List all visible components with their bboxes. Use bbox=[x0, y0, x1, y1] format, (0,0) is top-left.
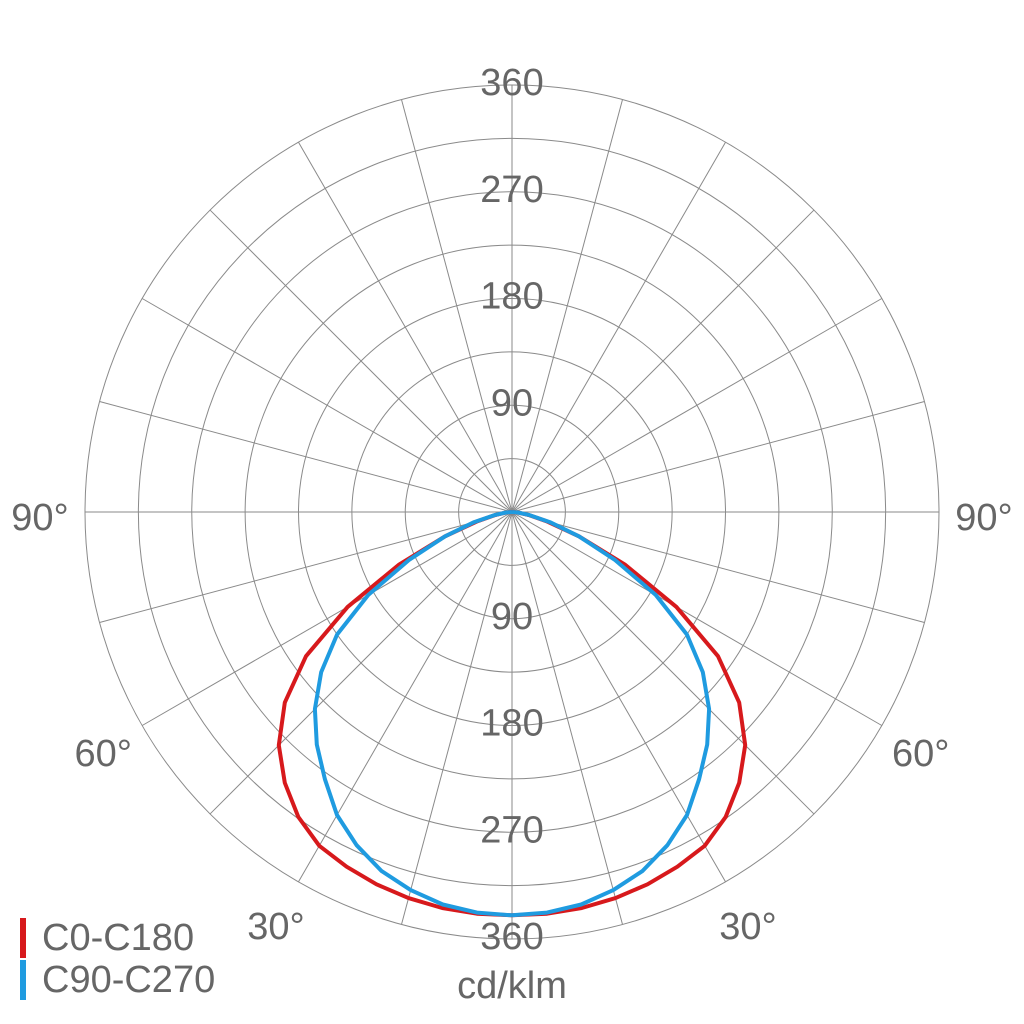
theta-tick-label: 60° bbox=[892, 733, 949, 775]
r-tick-label: 90 bbox=[491, 596, 533, 638]
legend-label: C0-C180 bbox=[42, 917, 194, 959]
intensity-curve bbox=[511, 510, 712, 918]
theta-tick-label: 90° bbox=[11, 497, 68, 539]
r-tick-label: 180 bbox=[480, 276, 543, 318]
legend-label: C90-C270 bbox=[42, 959, 215, 1001]
theta-tick-label: 30° bbox=[719, 906, 776, 948]
unit-label: cd/klm bbox=[457, 965, 567, 1007]
intensity-curve bbox=[312, 510, 513, 918]
legend-swatch bbox=[20, 918, 26, 958]
r-tick-label: 90 bbox=[491, 382, 533, 424]
theta-tick-label: 30° bbox=[247, 906, 304, 948]
theta-tick-label: 60° bbox=[75, 733, 132, 775]
r-tick-label: 270 bbox=[480, 169, 543, 211]
r-tick-label: 270 bbox=[480, 809, 543, 851]
r-tick-label: 360 bbox=[480, 62, 543, 104]
legend-swatch bbox=[20, 960, 26, 1000]
theta-tick-label: 90° bbox=[955, 497, 1012, 539]
r-tick-label: 360 bbox=[480, 916, 543, 958]
r-tick-label: 180 bbox=[480, 703, 543, 745]
